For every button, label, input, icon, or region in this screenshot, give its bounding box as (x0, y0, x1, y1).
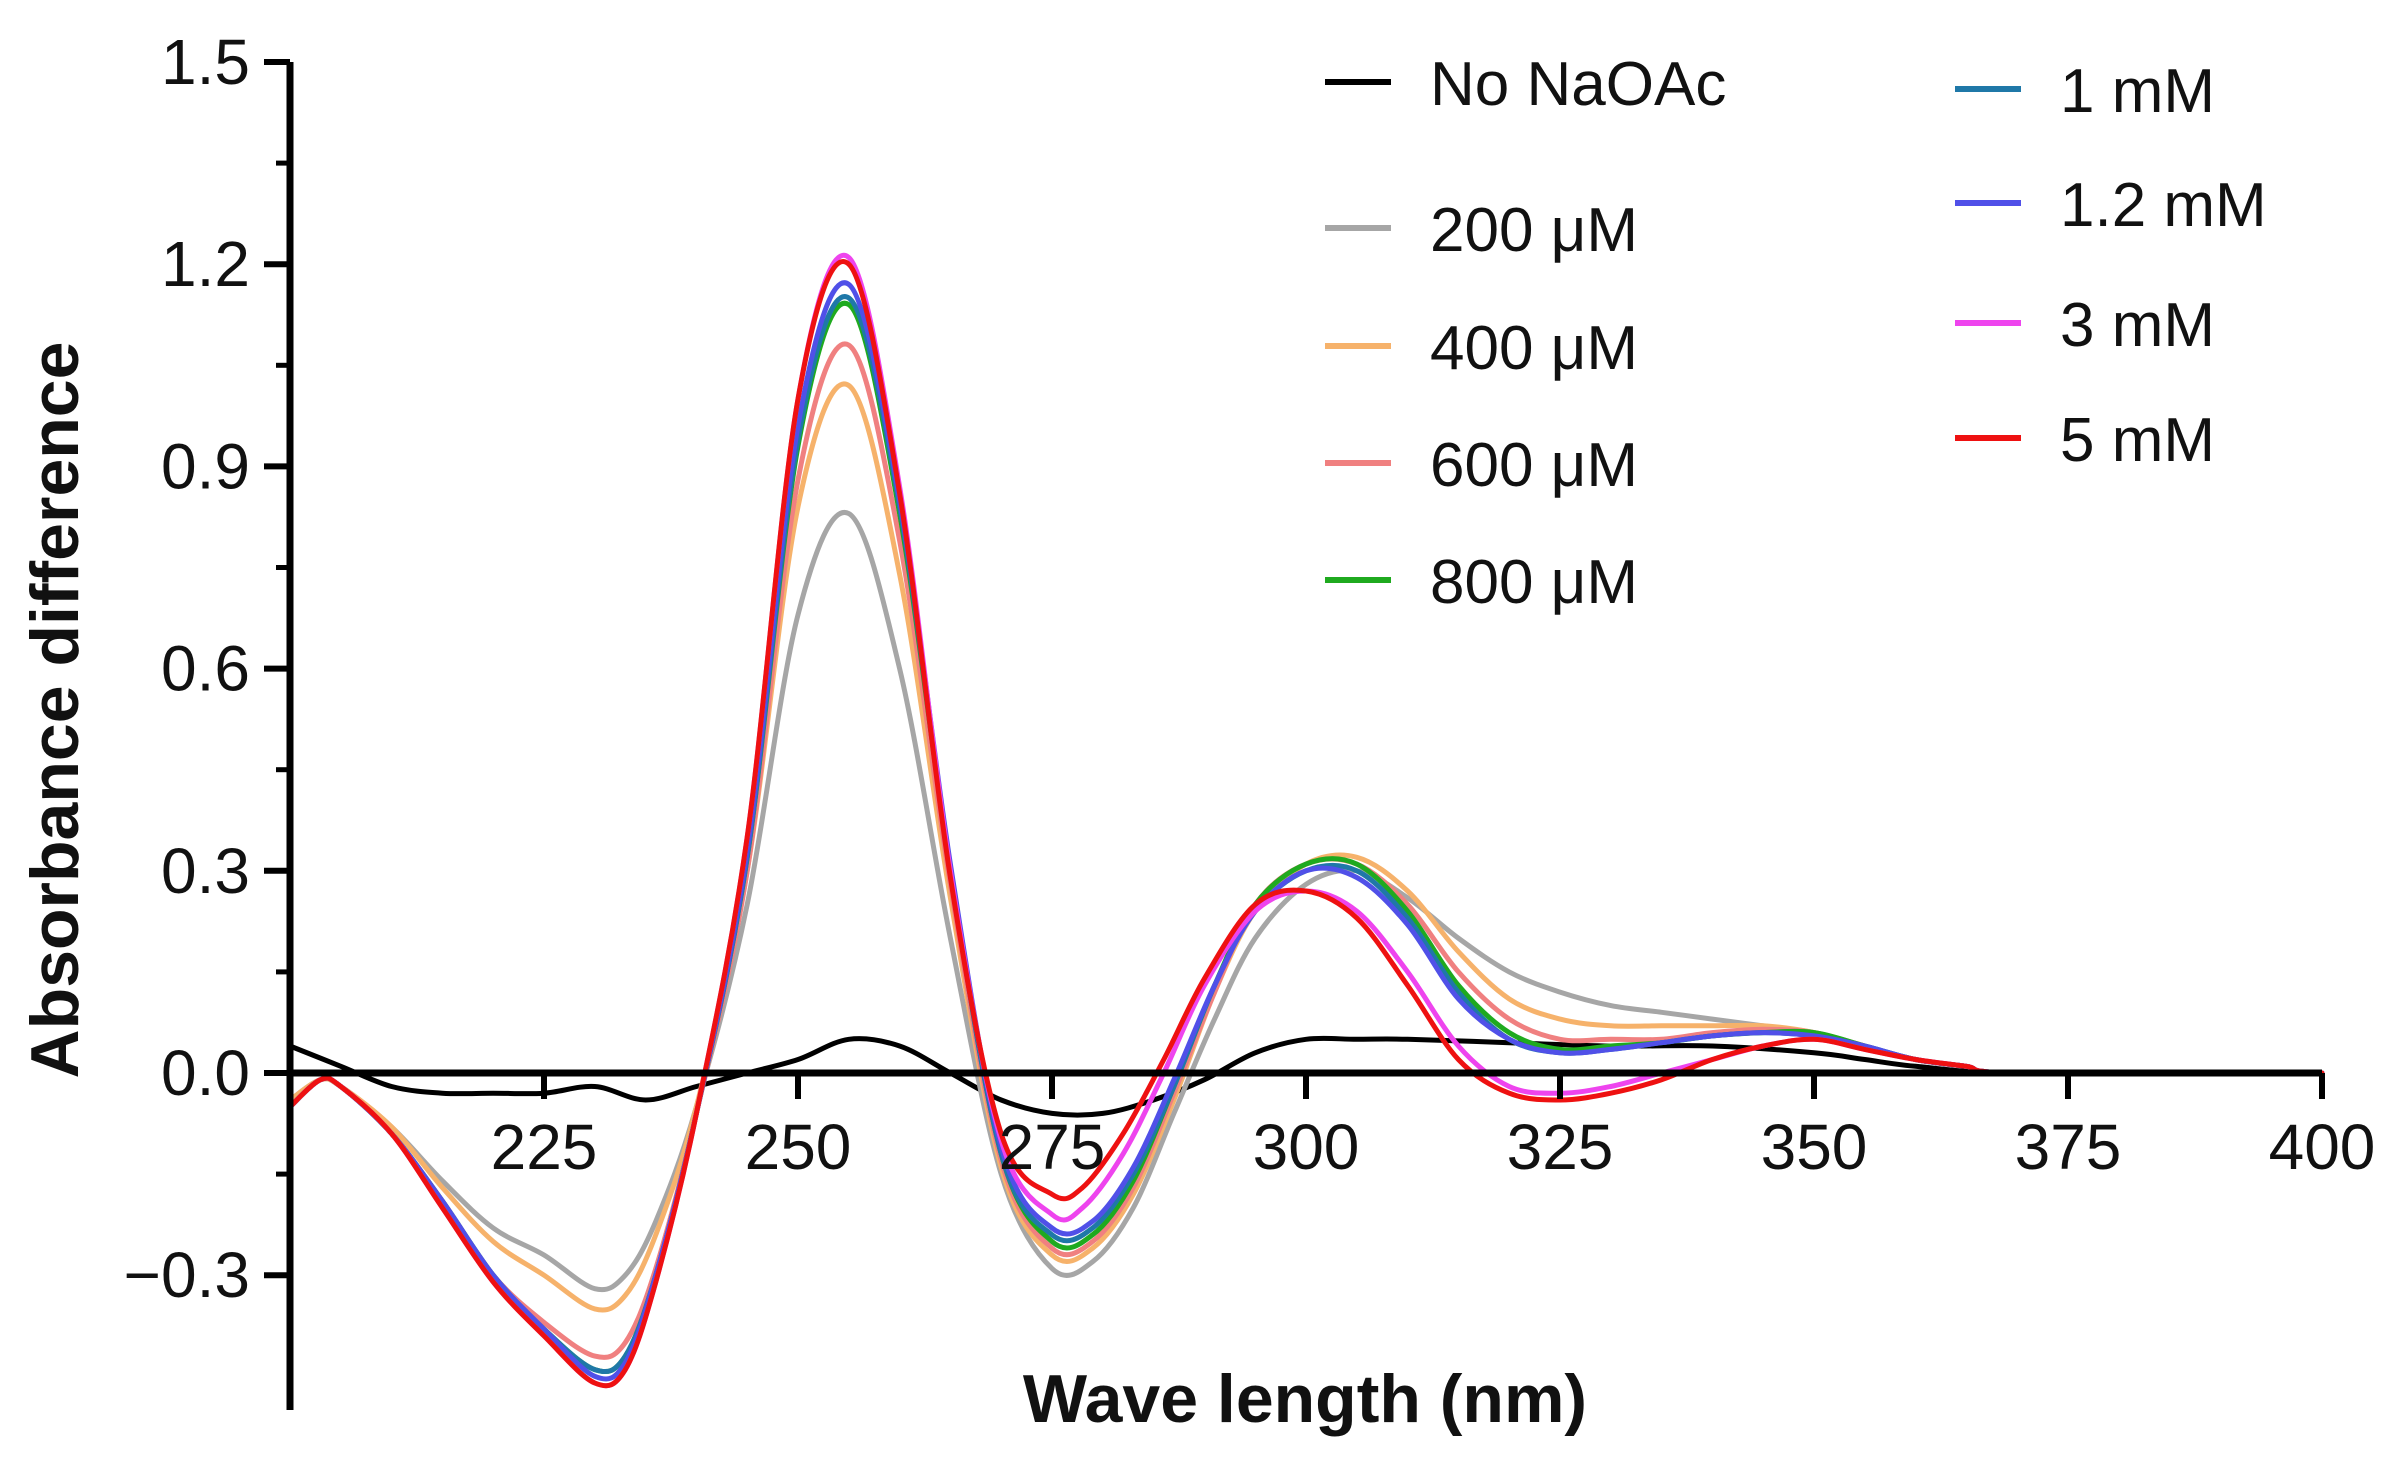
series-line-1-2-mm (287, 280, 2325, 1382)
legend-label-5-mm: 5 mM (2060, 406, 2215, 475)
series-line-3-mm (287, 252, 2325, 1389)
legend-label-3-mm: 3 mM (2060, 291, 2215, 360)
plot-area (287, 252, 2325, 1389)
series-line-no-naoac (287, 1035, 2325, 1118)
legend-label-600-um: 600 μM (1430, 431, 1638, 500)
y-tick-label: 0.3 (161, 835, 250, 907)
legend-label-800-um: 800 μM (1430, 548, 1638, 617)
series-line-600-um (287, 341, 2325, 1360)
x-tick-label: 250 (745, 1111, 852, 1183)
y-tick-label: −0.3 (124, 1239, 250, 1311)
x-tick-label: 400 (2269, 1111, 2376, 1183)
legend-label-200-um: 200 μM (1430, 196, 1638, 265)
x-tick-label: 225 (491, 1111, 598, 1183)
x-tick-label: 300 (1253, 1111, 1360, 1183)
y-tick-label: 1.5 (161, 26, 250, 98)
y-tick-label: 0.0 (161, 1037, 250, 1109)
x-tick-label: 275 (999, 1111, 1106, 1183)
legend-label-1-2-mm: 1.2 mM (2060, 171, 2267, 240)
legend-label-400-um: 400 μM (1430, 314, 1638, 383)
x-tick-label: 375 (2015, 1111, 2122, 1183)
series-line-800-um (287, 300, 2325, 1375)
x-axis-title: Wave length (nm) (1023, 1361, 1587, 1437)
x-tick-label: 325 (1507, 1111, 1614, 1183)
legend: No NaOAc 200 μM 400 μM 600 μM 800 μM 1 mM 1.2 … (1325, 50, 2267, 617)
series-line-1-mm (287, 294, 2325, 1375)
series-line-5-mm (287, 259, 2325, 1389)
axes: −0.3 0.0 0.3 0.6 0.9 1.2 1.5 225 250 275 300 325 350… (124, 26, 2376, 1410)
y-tick-label: 0.6 (161, 633, 250, 705)
legend-label-1-mm: 1 mM (2060, 57, 2215, 126)
y-axis-title: Absorbance difference (17, 342, 93, 1079)
y-tick-label: 0.9 (161, 430, 250, 502)
y-tick-label: 1.2 (161, 228, 250, 300)
x-tick-label: 350 (1761, 1111, 1868, 1183)
series-line-400-um (287, 381, 2325, 1313)
legend-label-no-naoac: No NaOAc (1430, 50, 1726, 119)
